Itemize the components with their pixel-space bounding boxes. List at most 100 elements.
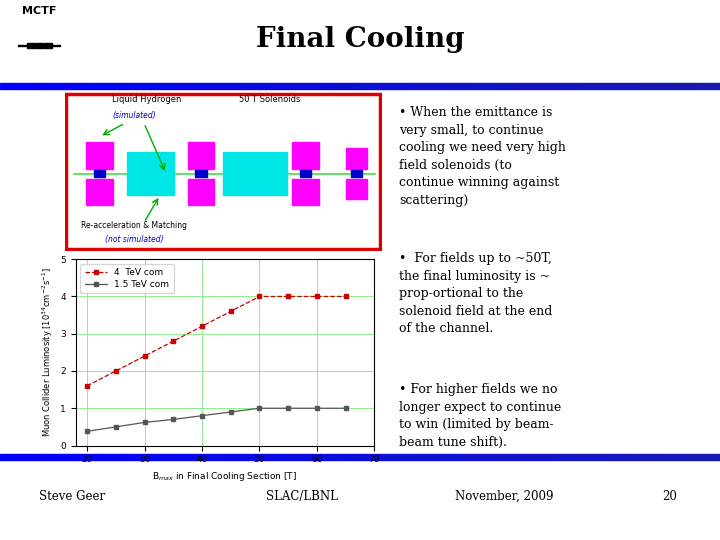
Bar bbox=[486, 454, 490, 460]
Line: 4  TeV com: 4 TeV com bbox=[85, 294, 348, 388]
Bar bbox=[137, 454, 140, 460]
Bar bbox=[18, 454, 22, 460]
Bar bbox=[695, 454, 698, 460]
Bar bbox=[173, 454, 176, 460]
Bar bbox=[644, 83, 648, 89]
Bar bbox=[133, 454, 137, 460]
Bar bbox=[371, 83, 374, 89]
Bar bbox=[641, 83, 644, 89]
Bar bbox=[634, 454, 637, 460]
Text: 20: 20 bbox=[662, 490, 677, 503]
Bar bbox=[662, 454, 666, 460]
Bar bbox=[612, 83, 616, 89]
Bar bbox=[472, 83, 475, 89]
Bar bbox=[450, 83, 454, 89]
1.5 TeV com bbox=[198, 413, 207, 419]
Bar bbox=[335, 454, 338, 460]
Text: • For higher fields we no
longer expect to continue
to win (limited by beam-
bea: • For higher fields we no longer expect … bbox=[399, 383, 561, 449]
Bar bbox=[554, 454, 558, 460]
Bar bbox=[688, 454, 691, 460]
Bar bbox=[536, 83, 540, 89]
Bar bbox=[300, 170, 311, 177]
Bar bbox=[612, 454, 616, 460]
Line: 1.5 TeV com: 1.5 TeV com bbox=[85, 406, 348, 434]
Bar bbox=[101, 454, 104, 460]
Bar bbox=[238, 454, 241, 460]
Bar bbox=[698, 83, 702, 89]
Bar bbox=[65, 83, 68, 89]
Bar bbox=[288, 83, 292, 89]
Bar bbox=[331, 454, 335, 460]
Text: (not simulated): (not simulated) bbox=[105, 235, 164, 244]
Bar bbox=[464, 83, 468, 89]
Bar bbox=[205, 454, 209, 460]
Bar bbox=[122, 83, 126, 89]
Bar bbox=[410, 454, 414, 460]
Bar bbox=[356, 83, 360, 89]
Bar bbox=[508, 454, 511, 460]
Bar bbox=[79, 454, 83, 460]
Bar bbox=[508, 83, 511, 89]
Bar bbox=[270, 83, 274, 89]
Text: 50 T Solenoids: 50 T Solenoids bbox=[239, 95, 300, 104]
Bar bbox=[173, 83, 176, 89]
Bar bbox=[202, 454, 205, 460]
Bar bbox=[191, 454, 194, 460]
Bar bbox=[86, 142, 113, 168]
Bar bbox=[274, 83, 277, 89]
Bar bbox=[29, 454, 32, 460]
Bar bbox=[151, 454, 155, 460]
Bar bbox=[27, 43, 35, 45]
Bar bbox=[216, 454, 220, 460]
Bar bbox=[166, 83, 169, 89]
Bar bbox=[580, 83, 583, 89]
Bar bbox=[270, 454, 274, 460]
Bar bbox=[655, 83, 659, 89]
Bar bbox=[324, 454, 328, 460]
Bar bbox=[302, 83, 306, 89]
Bar bbox=[292, 142, 319, 168]
Bar bbox=[295, 83, 299, 89]
Bar bbox=[540, 454, 544, 460]
Bar bbox=[385, 454, 389, 460]
Bar bbox=[479, 454, 482, 460]
Bar bbox=[194, 83, 198, 89]
Bar bbox=[486, 83, 490, 89]
Bar bbox=[184, 83, 187, 89]
Bar bbox=[504, 454, 508, 460]
Bar bbox=[680, 454, 684, 460]
Bar bbox=[457, 83, 461, 89]
Bar bbox=[227, 454, 230, 460]
Bar bbox=[702, 454, 706, 460]
Bar bbox=[119, 83, 122, 89]
Bar bbox=[428, 454, 432, 460]
Bar bbox=[162, 454, 166, 460]
Bar bbox=[716, 83, 720, 89]
Bar bbox=[248, 454, 252, 460]
Bar bbox=[626, 83, 630, 89]
Bar bbox=[652, 83, 655, 89]
Bar bbox=[151, 83, 155, 89]
Bar bbox=[598, 83, 601, 89]
Bar bbox=[605, 83, 608, 89]
Bar bbox=[598, 454, 601, 460]
Bar bbox=[245, 454, 248, 460]
Bar bbox=[32, 83, 36, 89]
Bar bbox=[266, 83, 270, 89]
Bar bbox=[608, 454, 612, 460]
Bar bbox=[317, 83, 320, 89]
Bar bbox=[619, 454, 623, 460]
Bar bbox=[680, 83, 684, 89]
Bar bbox=[378, 83, 382, 89]
Bar bbox=[709, 83, 713, 89]
Bar bbox=[464, 454, 468, 460]
Bar bbox=[97, 83, 101, 89]
Bar bbox=[565, 83, 569, 89]
Bar bbox=[342, 83, 346, 89]
Bar bbox=[187, 454, 191, 460]
Bar bbox=[187, 83, 191, 89]
Bar bbox=[659, 83, 662, 89]
Bar bbox=[677, 454, 680, 460]
Bar bbox=[482, 83, 486, 89]
Bar bbox=[90, 454, 94, 460]
